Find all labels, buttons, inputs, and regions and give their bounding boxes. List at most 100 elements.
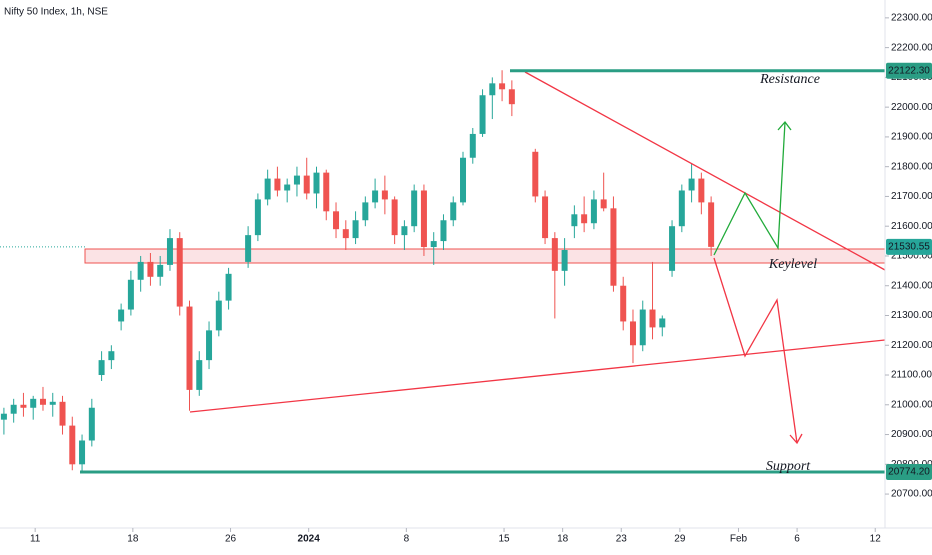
y-tick-label: 22000.00 [891, 102, 932, 113]
upper-trendline [524, 71, 886, 271]
y-tick-label: 21100.00 [891, 370, 932, 381]
candle-body [245, 235, 252, 262]
candle-body [362, 202, 369, 221]
x-tick-label: 15 [498, 534, 510, 545]
x-tick-label: 18 [127, 534, 139, 545]
key-level-zone [84, 248, 886, 264]
level-name: Support [766, 459, 811, 474]
candle-body [600, 199, 607, 209]
y-tick-label: 21500.00 [891, 251, 932, 262]
candle-body [561, 250, 568, 271]
candle-body [678, 190, 685, 227]
candle-body [708, 202, 715, 247]
lower-trendline [189, 339, 886, 413]
key-level-label: Keylevel [768, 257, 817, 272]
candle-body [157, 264, 164, 277]
candle-body [59, 401, 66, 426]
level-badge-label: 20774.20 [888, 467, 930, 478]
candle-body [460, 157, 467, 203]
candle-body [391, 199, 398, 236]
candle-body [166, 238, 173, 265]
candle-body [215, 300, 222, 331]
candle-body [542, 196, 549, 239]
y-tick-label: 20900.00 [891, 429, 932, 440]
x-tick-label: 6 [794, 534, 800, 545]
candle-body [88, 407, 95, 441]
candle-body [206, 330, 213, 361]
candle-body [225, 273, 232, 301]
candle-body [590, 199, 597, 224]
y-tick-label: 22200.00 [891, 42, 932, 53]
level-badge [886, 463, 932, 480]
candle-body [108, 351, 115, 361]
x-tick-label: Feb [730, 534, 748, 545]
drawings: Keylevel Resistance Support [0, 69, 886, 474]
candle-body [669, 226, 676, 271]
y-tick-label: 21400.00 [891, 280, 932, 291]
y-tick-label: 21600.00 [891, 221, 932, 232]
candle-body [479, 95, 486, 134]
candle-body [79, 440, 86, 465]
candle-body [372, 190, 379, 203]
y-tick-label: 22300.00 [891, 12, 932, 23]
candle-body [532, 151, 539, 197]
candle-body [196, 360, 203, 390]
candle-body [127, 279, 134, 310]
candle-body [118, 309, 125, 322]
level-badge [886, 62, 932, 79]
candle-body [10, 404, 17, 414]
candle-body [508, 89, 515, 105]
candle-body [49, 401, 56, 405]
candle-body [20, 404, 27, 408]
candle-body [551, 238, 558, 271]
candle-body [620, 285, 627, 322]
candle-body [137, 261, 144, 280]
candle-body [420, 190, 427, 248]
candle-body [659, 318, 666, 328]
candle-body [254, 199, 261, 236]
candle-body [629, 321, 636, 346]
candle-body [401, 226, 408, 236]
x-tick-label: 2024 [298, 534, 321, 545]
candle-body [698, 178, 705, 203]
bullish-arrowhead [777, 120, 792, 131]
candle-body [411, 190, 418, 227]
zone-layer [84, 248, 886, 264]
candle-body [581, 214, 588, 224]
candle-body [649, 309, 656, 328]
x-tick-label: 11 [30, 534, 41, 545]
candle-body [342, 229, 349, 239]
candle-body [450, 202, 457, 221]
candle-body [381, 190, 388, 200]
x-tick-label: 23 [616, 534, 628, 545]
last-price-label: 21530.55 [888, 242, 930, 253]
candle-body [30, 398, 37, 408]
chart-title: Nifty 50 Index, 1h, NSE [4, 7, 108, 18]
candle-body [639, 309, 646, 346]
candle-body [323, 172, 330, 212]
y-tick-label: 21700.00 [891, 191, 932, 202]
level-name: Resistance [759, 72, 820, 87]
candle-body [688, 178, 695, 191]
x-tick-label: 26 [225, 534, 237, 545]
candle-body [186, 306, 193, 390]
y-tick-label: 21300.00 [891, 310, 932, 321]
level-badge-label: 22122.30 [888, 65, 930, 76]
candle-body [0, 413, 7, 420]
candle-body [274, 178, 281, 191]
candle-body [293, 175, 300, 185]
candle-body [440, 220, 447, 242]
candle-body [284, 184, 291, 191]
x-tick-label: 8 [404, 534, 410, 545]
candle-body [264, 178, 271, 200]
candle-body [333, 211, 340, 230]
candle-body [499, 83, 506, 90]
x-tick-label: 12 [870, 534, 882, 545]
y-tick-label: 21900.00 [891, 132, 932, 143]
candle-body [571, 214, 578, 227]
candle-body [98, 360, 105, 376]
candle-body [352, 220, 359, 239]
x-tick-label: 29 [674, 534, 686, 545]
